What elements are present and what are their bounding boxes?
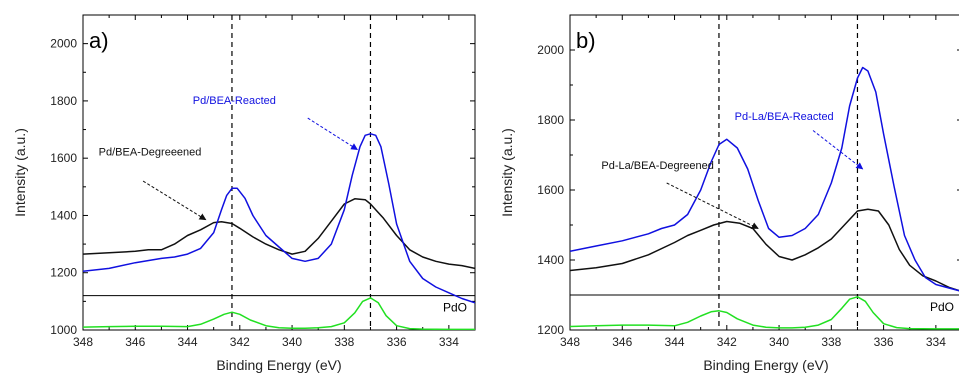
x-tick-label: 348 bbox=[73, 335, 93, 349]
x-tick-label: 336 bbox=[387, 335, 407, 349]
y-tick-label: 1800 bbox=[50, 94, 77, 108]
x-tick-label: 334 bbox=[926, 335, 946, 349]
x-tick-label: 346 bbox=[612, 335, 632, 349]
series-line-pd-la-bea-reacted bbox=[570, 66, 959, 292]
x-tick-label: 348 bbox=[560, 335, 580, 349]
x-tick-label: 338 bbox=[821, 335, 841, 349]
y-tick-label: 1400 bbox=[537, 253, 564, 267]
annotation-label: Pd-La/BEA-Degreened bbox=[601, 160, 714, 172]
x-tick-label: 334 bbox=[439, 335, 459, 349]
series-line-pd-bea-degreeened bbox=[83, 198, 475, 270]
annotation-arrow bbox=[812, 130, 864, 170]
series-line-pdo bbox=[570, 296, 959, 330]
x-tick-label: 338 bbox=[334, 335, 354, 349]
y-tick-label: 1800 bbox=[537, 113, 564, 127]
y-tick-label: 2000 bbox=[537, 43, 564, 57]
y-tick-label: 1200 bbox=[50, 266, 77, 280]
panel-a: 348 346 344 342 340 338 336 334 1000 1200 1400 1600… bbox=[12, 14, 476, 373]
y-tick-label: 1600 bbox=[537, 183, 564, 197]
annotation-arrow bbox=[307, 117, 358, 151]
annotation-label: Pd/BEA-Reacted bbox=[193, 95, 276, 107]
y-tick-label: 1600 bbox=[50, 151, 77, 165]
x-axis-title: Binding Energy (eV) bbox=[703, 357, 828, 373]
x-tick-label: 342 bbox=[230, 335, 250, 349]
x-tick-label: 346 bbox=[125, 335, 145, 349]
series-line-pdo bbox=[83, 297, 475, 330]
y-tick-label: 2000 bbox=[50, 37, 77, 51]
y-axis-title: Intensity (a.u.) bbox=[12, 128, 28, 217]
panel-label: a) bbox=[89, 28, 109, 53]
y-tick-label: 1200 bbox=[537, 323, 564, 337]
y-tick-label: 1400 bbox=[50, 208, 77, 222]
panel-label: b) bbox=[576, 28, 596, 53]
annotation-arrow bbox=[666, 182, 759, 229]
series-line-pd-la-bea-degreened bbox=[570, 208, 959, 292]
x-tick-label: 344 bbox=[178, 335, 198, 349]
plot-frame bbox=[569, 14, 959, 331]
series-line-pd-bea-reacted bbox=[83, 133, 475, 304]
plot-frame bbox=[82, 14, 476, 331]
y-axis-title: Intensity (a.u.) bbox=[499, 128, 515, 217]
panel-b: 348 346 344 342 340 338 336 334 1200 1400 1600 1800… bbox=[499, 14, 959, 373]
y-tick-label: 1000 bbox=[50, 323, 77, 337]
x-tick-label: 340 bbox=[282, 335, 302, 349]
x-tick-label: 336 bbox=[874, 335, 894, 349]
pdo-label: PdO bbox=[443, 301, 467, 315]
x-tick-label: 340 bbox=[769, 335, 789, 349]
x-axis-title: Binding Energy (eV) bbox=[216, 357, 341, 373]
annotation-arrow bbox=[142, 180, 207, 221]
annotation-label: Pd-La/BEA-Reacted bbox=[735, 111, 834, 123]
x-tick-label: 342 bbox=[717, 335, 737, 349]
pdo-label: PdO bbox=[930, 300, 954, 314]
x-tick-label: 344 bbox=[665, 335, 685, 349]
annotation-label: Pd/BEA-Degreeened bbox=[99, 146, 202, 158]
